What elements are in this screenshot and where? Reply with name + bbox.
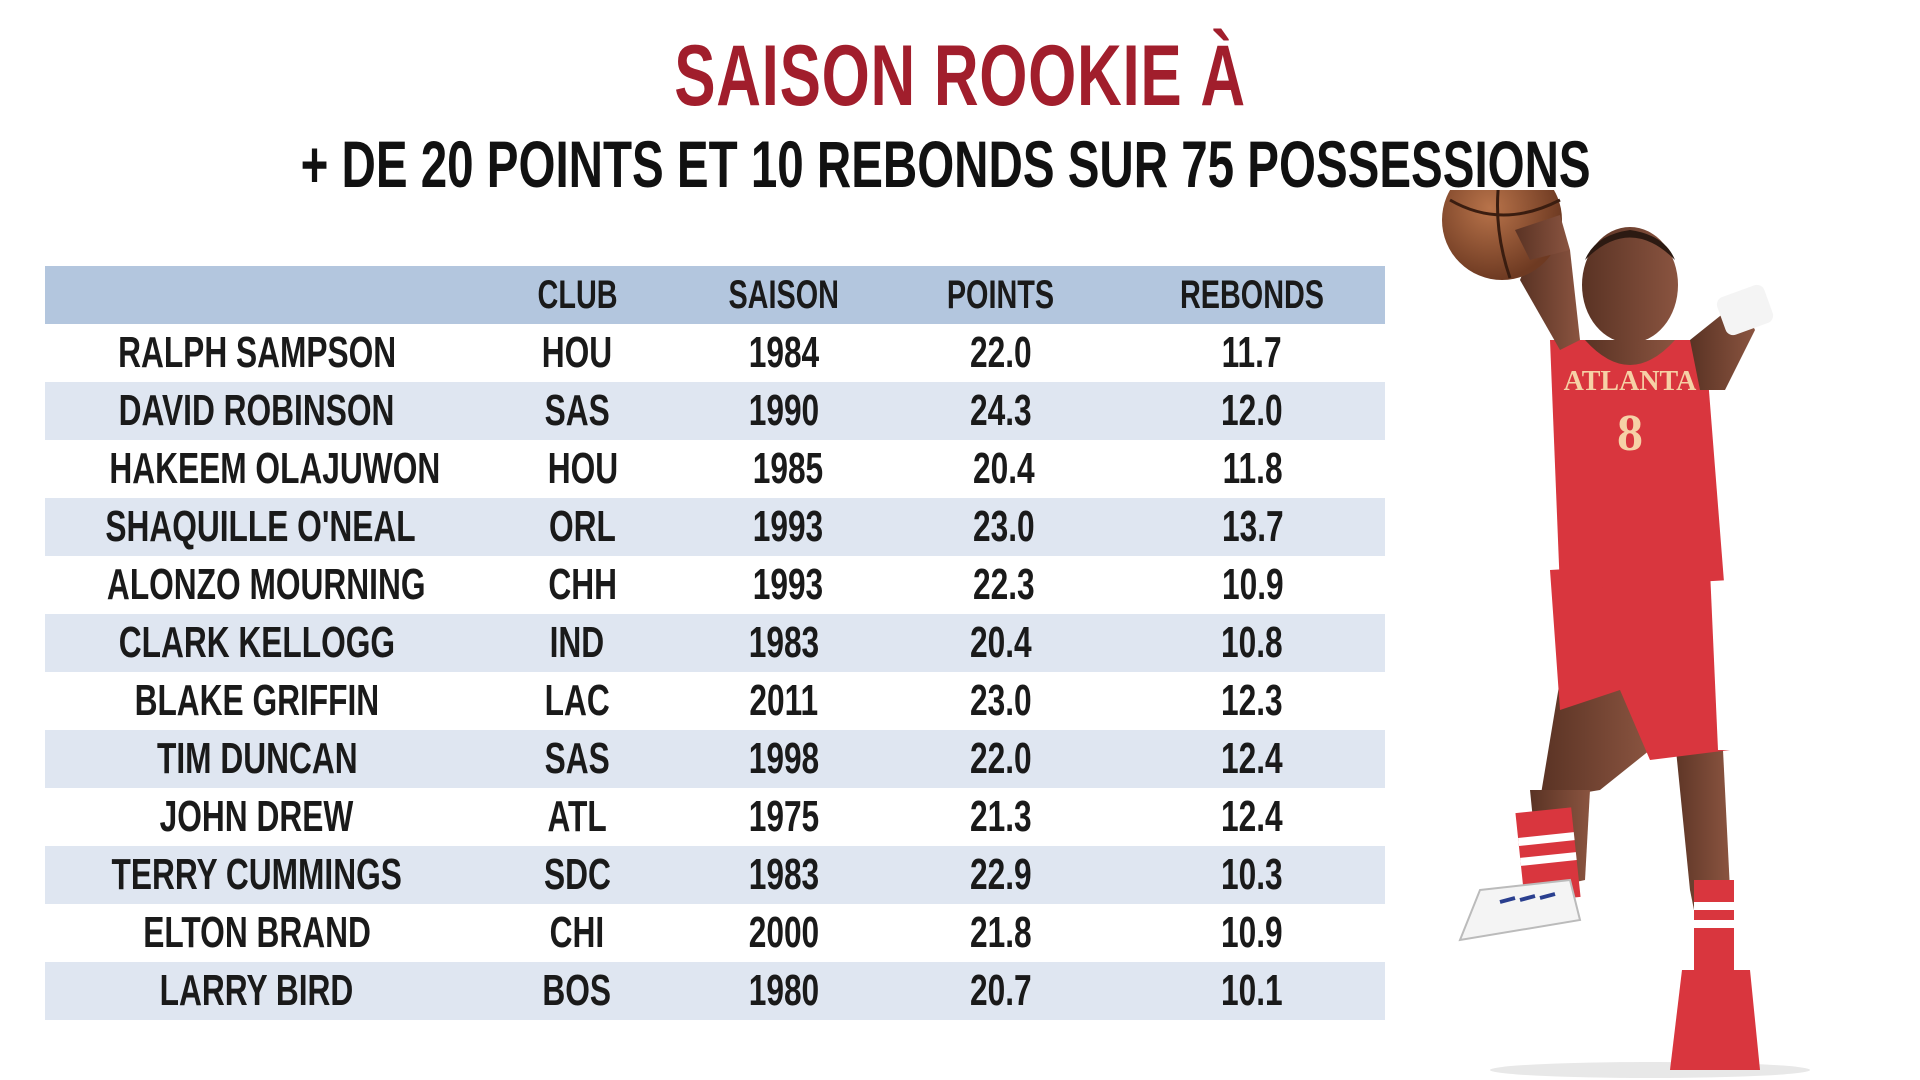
cell-points: 20.4 (972, 444, 1035, 493)
cell-name: TIM DUNCAN (156, 734, 358, 783)
cell-points: 21.8 (969, 908, 1032, 957)
stats-table: CLUB SAISON POINTS REBONDS RALPH SAMPSON… (45, 266, 1385, 1020)
header-rebounds: REBONDS (1179, 272, 1324, 317)
cell-rebounds: 13.7 (1222, 502, 1284, 551)
cell-club: CHI (549, 908, 605, 957)
cell-club: ATL (547, 792, 607, 841)
cell-name: ALONZO MOURNING (106, 560, 426, 609)
cell-club: SAS (544, 386, 610, 435)
cell-rebounds: 12.0 (1221, 386, 1283, 435)
table-row: TIM DUNCAN SAS 1998 22.0 12.4 (45, 730, 1385, 788)
cell-club: SDC (543, 850, 611, 899)
cell-season: 1998 (748, 734, 820, 783)
table-row: TERRY CUMMINGS SDC 1983 22.9 10.3 (45, 846, 1385, 904)
cell-name: TERRY CUMMINGS (111, 850, 403, 899)
header-name (45, 273, 469, 318)
chart-subtitle: + DE 20 POINTS ET 10 REBONDS SUR 75 POSS… (300, 127, 1591, 201)
table-row: JOHN DREW ATL 1975 21.3 12.4 (45, 788, 1385, 846)
wristband (1716, 284, 1774, 336)
cell-season: 1990 (748, 386, 820, 435)
cell-season: 1983 (748, 618, 820, 667)
cell-name: SHAQUILLE O'NEAL (105, 502, 416, 551)
jersey-number: 8 (1617, 405, 1643, 462)
cell-rebounds: 12.4 (1221, 734, 1283, 783)
cell-points: 22.3 (972, 560, 1035, 609)
cell-points: 22.0 (969, 734, 1032, 783)
cell-season: 1993 (752, 502, 824, 551)
cell-name: ELTON BRAND (143, 908, 371, 957)
cell-name: RALPH SAMPSON (117, 328, 396, 377)
cell-rebounds: 12.4 (1221, 792, 1283, 841)
header-club: CLUB (537, 272, 618, 317)
cell-season: 1975 (748, 792, 820, 841)
cell-club: CHH (548, 560, 617, 609)
cell-season: 1993 (752, 560, 824, 609)
cell-points: 20.7 (969, 966, 1032, 1015)
table-row: RALPH SAMPSON HOU 1984 22.0 11.7 (45, 324, 1385, 382)
sneaker (1458, 878, 1582, 942)
header-points: POINTS (947, 272, 1055, 317)
cell-rebounds: 10.9 (1221, 908, 1283, 957)
cell-points: 23.0 (972, 502, 1035, 551)
table-row: ALONZO MOURNING CHH 1993 22.3 10.9 (45, 556, 1385, 614)
table-row: CLARK KELLOGG IND 1983 20.4 10.8 (45, 614, 1385, 672)
table-row: SHAQUILLE O'NEAL ORL 1993 23.0 13.7 (45, 498, 1385, 556)
cell-rebounds: 11.7 (1222, 328, 1282, 377)
cell-rebounds: 11.8 (1222, 444, 1283, 493)
head (1582, 227, 1678, 343)
cell-season: 2011 (749, 676, 819, 725)
cell-season: 1985 (752, 444, 824, 493)
cell-season: 2000 (748, 908, 820, 957)
cell-club: BOS (542, 966, 612, 1015)
cell-points: 24.3 (969, 386, 1032, 435)
cell-rebounds: 10.1 (1221, 966, 1283, 1015)
table-header-row: CLUB SAISON POINTS REBONDS (45, 266, 1385, 324)
jersey (1550, 340, 1730, 590)
cell-name: LARRY BIRD (160, 966, 354, 1015)
cell-name: JOHN DREW (160, 792, 354, 841)
cell-club: SAS (544, 734, 610, 783)
shadow (1490, 1062, 1810, 1078)
cell-points: 21.3 (969, 792, 1032, 841)
table-row: HAKEEM OLAJUWON HOU 1985 20.4 11.8 (45, 440, 1385, 498)
cell-points: 22.0 (969, 328, 1032, 377)
cell-season: 1983 (748, 850, 820, 899)
cell-points: 23.0 (969, 676, 1032, 725)
cell-rebounds: 10.9 (1222, 560, 1284, 609)
cell-season: 1984 (748, 328, 820, 377)
cell-club: HOU (547, 444, 618, 493)
shorts (1550, 560, 1730, 760)
table-row: BLAKE GRIFFIN LAC 2011 23.0 12.3 (45, 672, 1385, 730)
cell-name: HAKEEM OLAJUWON (109, 444, 441, 493)
table-row: DAVID ROBINSON SAS 1990 24.3 12.0 (45, 382, 1385, 440)
basketball-player-photo: ATLANTA 8 (1442, 190, 1810, 1078)
cell-name: BLAKE GRIFFIN (134, 676, 380, 725)
chart-title: SAISON ROOKIE À (674, 28, 1246, 124)
table-row: ELTON BRAND CHI 2000 21.8 10.9 (45, 904, 1385, 962)
cell-name: DAVID ROBINSON (118, 386, 395, 435)
table-body: RALPH SAMPSON HOU 1984 22.0 11.7 DAVID ROBINS… (45, 324, 1385, 1020)
cell-club: LAC (544, 676, 610, 725)
cell-season: 1980 (748, 966, 820, 1015)
cell-rebounds: 10.3 (1221, 850, 1283, 899)
cell-club: IND (549, 618, 605, 667)
cell-points: 22.9 (969, 850, 1032, 899)
cell-points: 20.4 (969, 618, 1032, 667)
cell-name: CLARK KELLOGG (118, 618, 395, 667)
cell-club: HOU (541, 328, 613, 377)
cell-club: ORL (549, 502, 617, 551)
jersey-text: ATLANTA (1564, 366, 1698, 397)
table-row: LARRY BIRD BOS 1980 20.7 10.1 (45, 962, 1385, 1020)
header-season: SAISON (728, 272, 840, 317)
cell-rebounds: 12.3 (1221, 676, 1283, 725)
cell-rebounds: 10.8 (1221, 618, 1283, 667)
